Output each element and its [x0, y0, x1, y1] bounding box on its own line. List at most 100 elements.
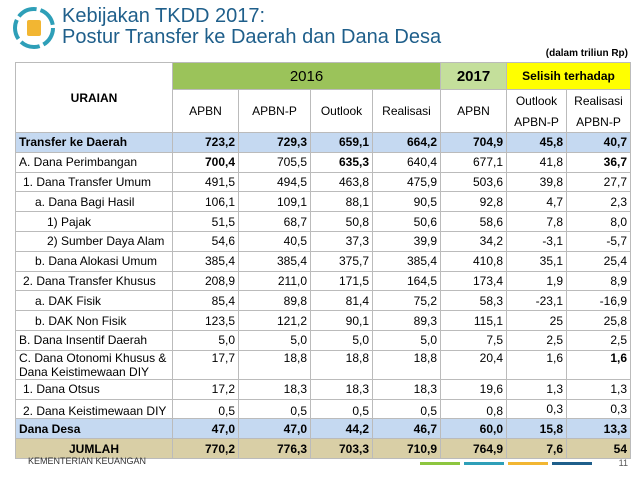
value-cell: 109,1	[238, 191, 311, 213]
value-cell: 41,8	[506, 151, 567, 173]
page-number: 11	[618, 458, 628, 468]
value-cell: 81,4	[310, 290, 373, 312]
header-row: APBN APBN-P Outlook Realisasi APBN Outlook Rea…	[16, 89, 632, 133]
value-cell: 47,0	[238, 418, 311, 440]
header-cell: Selisih terhadap	[505, 62, 632, 90]
logo	[13, 7, 55, 49]
value-cell: 54,6	[172, 230, 239, 252]
value-cell: 5,0	[310, 329, 373, 351]
value-cell: 115,1	[440, 310, 507, 331]
row-label: B. Dana Insentif Daerah	[15, 329, 173, 351]
table-row: Transfer ke Daerah 723,2 729,3 659,1 664,2 70…	[15, 132, 632, 153]
value-cell: 15,8	[506, 418, 567, 440]
value-cell: 173,4	[440, 270, 507, 292]
value-cell: 58,6	[440, 211, 507, 232]
value-cell: 20,4	[440, 349, 507, 380]
header-row: URAIAN 2016 2017 Selisih terhadap	[15, 62, 632, 133]
value-cell: 2,5	[506, 329, 567, 351]
value-cell: 39,9	[372, 230, 441, 252]
value-cell: 17,2	[172, 378, 239, 400]
title-line: Postur Transfer ke Daerah dan Dana Desa	[62, 26, 442, 48]
value-cell: 39,8	[506, 171, 567, 193]
value-cell: 45,8	[506, 132, 567, 153]
value-cell: 18,8	[372, 349, 441, 380]
value-cell: 88,1	[310, 191, 373, 213]
value-cell: 385,4	[172, 250, 239, 272]
value-cell: 7,6	[506, 438, 567, 459]
row-label: 2. Dana Keistimewaan DIY	[15, 398, 173, 420]
value-cell: 106,1	[172, 191, 239, 213]
row-label: JUMLAH	[15, 438, 173, 459]
header-cell: URAIAN	[15, 62, 173, 133]
value-cell: 0,5	[372, 398, 441, 420]
value-cell: 8,0	[565, 211, 632, 232]
table-row: A. Dana Perimbangan 700,4 705,5 635,3 640,4 6…	[15, 151, 632, 173]
value-cell: 1,3	[506, 378, 567, 400]
row-label: Dana Desa	[15, 418, 173, 440]
table-row: 2) Sumber Daya Alam 54,6 40,5 37,3 39,9 34,2-…	[15, 230, 632, 252]
value-cell: 0,5	[238, 398, 311, 420]
value-cell: 385,4	[238, 250, 311, 272]
value-cell: 18,8	[310, 349, 373, 380]
value-cell: 68,7	[238, 211, 311, 232]
row-label: Transfer ke Daerah	[15, 132, 173, 153]
value-cell: 640,4	[372, 151, 441, 173]
table-row: B. Dana Insentif Daerah 5,0 5,0 5,0 5,0 7,5 2,…	[15, 329, 632, 351]
value-cell: 5,0	[172, 329, 239, 351]
header-cell: APBN-P	[238, 89, 311, 133]
decor-bar	[420, 462, 460, 465]
table-row: b. DAK Non Fisik 123,5 121,2 90,1 89,3 115,1 2…	[15, 310, 632, 331]
value-cell: 208,9	[172, 270, 239, 292]
table-row: a. DAK Fisik 85,4 89,8 81,4 75,2 58,3 -23,1 -16…	[15, 290, 632, 312]
value-cell: 7,5	[440, 329, 507, 351]
row-label: a. DAK Fisik	[15, 290, 173, 312]
value-cell: 494,5	[238, 171, 311, 193]
value-cell: 1,9	[506, 270, 567, 292]
header-cell: Realisasi	[372, 89, 441, 133]
header-cell: 2016	[172, 62, 441, 90]
value-cell: 2,5	[565, 329, 632, 351]
value-cell: 1,3	[565, 378, 632, 400]
value-cell: 1,6	[506, 349, 567, 380]
value-cell: 75,2	[372, 290, 441, 312]
value-cell: 47,0	[172, 418, 239, 440]
value-cell: 2,3	[565, 191, 632, 213]
value-cell: 776,3	[238, 438, 311, 459]
value-cell: 85,4	[172, 290, 239, 312]
value-cell: 764,9	[440, 438, 507, 459]
value-cell: 36,7	[565, 151, 632, 173]
value-cell: 123,5	[172, 310, 239, 331]
value-cell: 35,1	[506, 250, 567, 272]
budget-table: URAIAN 2016 2017 Selisih terhadap APBN APBN-P…	[15, 62, 632, 459]
value-cell: 463,8	[310, 171, 373, 193]
title-line: Kebijakan TKDD 2017:	[62, 5, 266, 27]
row-label: 1. Dana Otsus	[15, 378, 173, 400]
value-cell: 5,0	[238, 329, 311, 351]
header-cell: APBN-P	[565, 111, 632, 133]
value-cell: 60,0	[440, 418, 507, 440]
row-label: 2) Sumber Daya Alam	[15, 230, 173, 252]
value-cell: 89,3	[372, 310, 441, 331]
value-cell: 90,5	[372, 191, 441, 213]
value-cell: 50,6	[372, 211, 441, 232]
value-cell: 54	[565, 438, 632, 459]
value-cell: 705,5	[238, 151, 311, 173]
decor-bars	[420, 462, 592, 465]
value-cell: 25,8	[565, 310, 632, 331]
value-cell: 0,8	[440, 398, 507, 420]
footer-org: KEMENTERIAN KEUANGAN	[28, 456, 147, 466]
logo-ring	[13, 7, 55, 49]
value-cell: 40,7	[565, 132, 632, 153]
value-cell: 710,9	[372, 438, 441, 459]
value-cell: 18,8	[238, 349, 311, 380]
value-cell: 700,4	[172, 151, 239, 173]
value-cell: 121,2	[238, 310, 311, 331]
value-cell: 34,2	[440, 230, 507, 252]
value-cell: 635,3	[310, 151, 373, 173]
header-cell: APBN	[440, 89, 507, 133]
table-row: a. Dana Bagi Hasil 106,1 109,1 88,1 90,5 92,8…	[15, 191, 632, 213]
value-cell: -5,7	[565, 230, 632, 252]
value-cell: 0,5	[310, 398, 373, 420]
table-row: 2. Dana Transfer Khusus 208,9 211,0 171,5 16…	[15, 270, 632, 292]
value-cell: 17,7	[172, 349, 239, 380]
